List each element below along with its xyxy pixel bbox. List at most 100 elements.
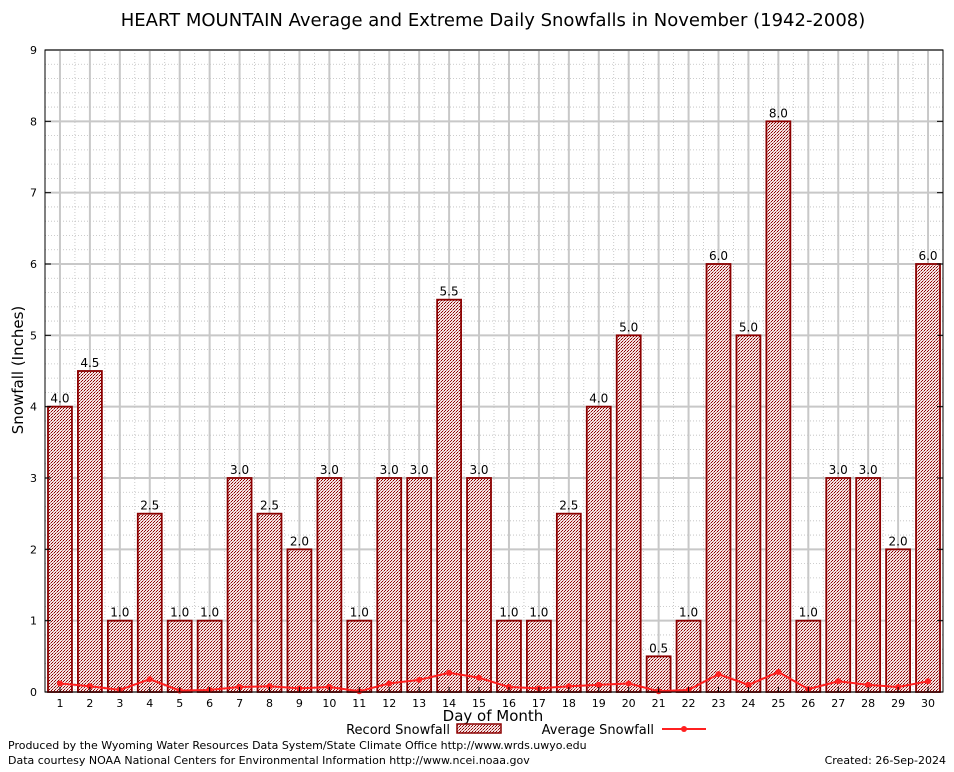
x-tick-label: 10 — [322, 697, 336, 710]
legend-record-swatch — [456, 723, 502, 734]
record-bar — [555, 512, 582, 693]
bar-value-label: 1.0 — [350, 606, 369, 620]
bar-value-label: 2.5 — [260, 499, 279, 513]
record-bar — [795, 619, 822, 693]
record-bar — [735, 334, 762, 693]
plot-frame — [44, 49, 944, 693]
record-bar — [466, 477, 492, 693]
x-tick-label: 1 — [56, 697, 63, 710]
bar-value-label: 3.0 — [320, 463, 339, 477]
y-tick-label: 2 — [30, 543, 37, 556]
average-point — [745, 681, 752, 688]
record-bar — [885, 548, 911, 693]
record-bar — [526, 619, 552, 693]
x-tick-label: 5 — [176, 697, 183, 710]
y-tick-label: 7 — [30, 187, 37, 200]
record-bar — [825, 477, 852, 693]
x-tick-label: 6 — [206, 697, 213, 710]
bar-value-label: 1.0 — [679, 606, 698, 620]
y-tick-label: 0 — [30, 686, 37, 699]
average-point — [416, 676, 423, 683]
average-point — [266, 683, 273, 690]
y-tick-label: 5 — [30, 329, 37, 342]
x-tick-label: 26 — [801, 697, 815, 710]
y-tick-label: 6 — [30, 258, 37, 271]
average-point — [775, 669, 782, 676]
x-tick-label: 28 — [861, 697, 875, 710]
legend: Record Snowfall Average Snowfall — [346, 723, 706, 738]
grid-layer — [44, 49, 944, 693]
record-bar — [855, 477, 882, 693]
x-tick-label: 7 — [236, 697, 243, 710]
record-bar — [286, 548, 313, 693]
bar-value-label: 4.5 — [80, 356, 99, 370]
y-tick-label: 3 — [30, 472, 37, 485]
chart-title: HEART MOUNTAIN Average and Extreme Daily… — [121, 10, 866, 31]
record-bar — [256, 512, 283, 693]
bar-value-label: 2.5 — [140, 499, 159, 513]
bar-value-label: 2.0 — [889, 534, 908, 548]
record-bar — [645, 655, 672, 693]
average-point — [446, 669, 453, 676]
x-tick-label: 15 — [472, 697, 486, 710]
bar-value-label: 3.0 — [410, 463, 429, 477]
x-tick-label: 8 — [266, 697, 273, 710]
record-bar — [166, 619, 193, 693]
average-point — [386, 680, 393, 687]
x-tick-label: 20 — [622, 697, 636, 710]
average-point — [715, 671, 722, 678]
bar-value-label: 3.0 — [469, 463, 488, 477]
record-bar — [226, 477, 253, 693]
y-tick-label: 9 — [30, 44, 37, 57]
x-tick-label: 23 — [712, 697, 726, 710]
bar-value-label: 0.5 — [649, 641, 668, 655]
record-bar — [376, 477, 403, 693]
bar-value-label: 3.0 — [829, 463, 848, 477]
x-tick-label: 21 — [652, 697, 666, 710]
bar-value-label: 8.0 — [769, 106, 788, 120]
average-point — [56, 680, 63, 687]
record-bar — [316, 477, 343, 693]
bar-value-label: 3.0 — [859, 463, 878, 477]
bar-value-label: 1.0 — [529, 606, 548, 620]
bar-value-label: 5.0 — [739, 320, 758, 334]
record-bar — [77, 370, 103, 693]
bar-value-label: 1.0 — [110, 606, 129, 620]
record-bar — [675, 619, 702, 693]
bar-value-label: 5.0 — [619, 320, 638, 334]
record-bar — [615, 334, 642, 693]
data-courtesy-note: Data courtesy NOAA National Centers for … — [8, 754, 530, 767]
average-point — [146, 676, 153, 683]
record-bar — [196, 619, 223, 693]
bar-value-label: 3.0 — [230, 463, 249, 477]
x-tick-label: 24 — [741, 697, 755, 710]
bar-value-label: 2.0 — [290, 534, 309, 548]
record-bar — [436, 298, 462, 693]
average-point — [625, 680, 632, 687]
x-tick-label: 22 — [682, 697, 696, 710]
bar-value-label: 6.0 — [918, 249, 937, 263]
bar-value-label: 1.0 — [170, 606, 189, 620]
x-tick-label: 16 — [502, 697, 516, 710]
x-tick-label: 17 — [532, 697, 546, 710]
average-point — [865, 681, 872, 688]
record-bar — [496, 619, 522, 693]
average-point — [86, 683, 93, 690]
record-bar — [406, 477, 433, 693]
x-tick-label: 30 — [921, 697, 935, 710]
record-bar — [765, 120, 792, 693]
bar-value-label: 2.5 — [559, 499, 578, 513]
produced-by-note: Produced by the Wyoming Water Resources … — [8, 739, 587, 752]
average-point — [925, 678, 932, 685]
record-bar — [47, 405, 73, 693]
created-date: Created: 26-Sep-2024 — [824, 754, 946, 767]
x-tick-label: 9 — [296, 697, 303, 710]
x-tick-label: 29 — [891, 697, 905, 710]
x-tick-label: 3 — [116, 697, 123, 710]
bar-value-label: 1.0 — [200, 606, 219, 620]
x-axis-label: Day of Month — [443, 707, 544, 725]
x-tick-label: 14 — [442, 697, 456, 710]
